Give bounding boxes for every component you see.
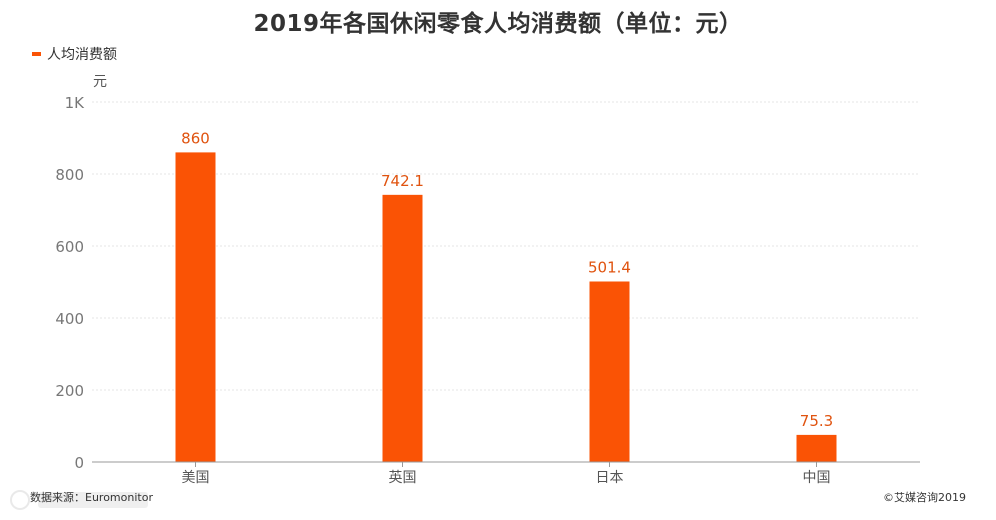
data-labels: 860 742.1 501.4 75.3: [181, 129, 833, 429]
y-tick-label: 400: [55, 310, 84, 328]
y-tick-label: 1K: [65, 94, 86, 112]
data-label: 75.3: [800, 412, 833, 430]
bars: [175, 152, 837, 462]
x-tick-label: 中国: [803, 470, 831, 486]
watermark-logo: [10, 490, 148, 510]
bar[interactable]: [796, 434, 837, 462]
legend-label: 人均消费额: [47, 47, 117, 63]
legend-swatch: [32, 52, 41, 56]
copyright-note: ©艾媒咨询2019: [883, 491, 966, 504]
data-label: 860: [181, 129, 210, 147]
x-axis-ticks: 美国 英国 日本 中国: [182, 462, 831, 486]
y-axis-label: 元: [93, 74, 107, 90]
data-label: 501.4: [588, 258, 631, 276]
bar[interactable]: [589, 281, 630, 462]
source-note: 数据来源：Euromonitor: [30, 491, 153, 504]
x-tick-label: 英国: [389, 469, 417, 486]
chart-title: 2019年各国休闲零食人均消费额（单位：元）: [253, 11, 743, 37]
y-tick-label: 200: [55, 382, 84, 400]
bar[interactable]: [175, 152, 216, 462]
chart-legend[interactable]: 人均消费额: [32, 44, 117, 64]
y-tick-label: 800: [55, 166, 84, 184]
data-label: 742.1: [381, 172, 424, 190]
bar[interactable]: [382, 194, 423, 462]
x-tick-label: 日本: [596, 470, 624, 486]
x-tick-label: 美国: [182, 470, 210, 486]
grid-lines: [92, 101, 920, 391]
y-axis-ticks: 0 200 400 600 800 1K: [55, 94, 85, 472]
y-tick-label: 600: [55, 238, 84, 256]
y-tick-label: 0: [74, 454, 84, 472]
